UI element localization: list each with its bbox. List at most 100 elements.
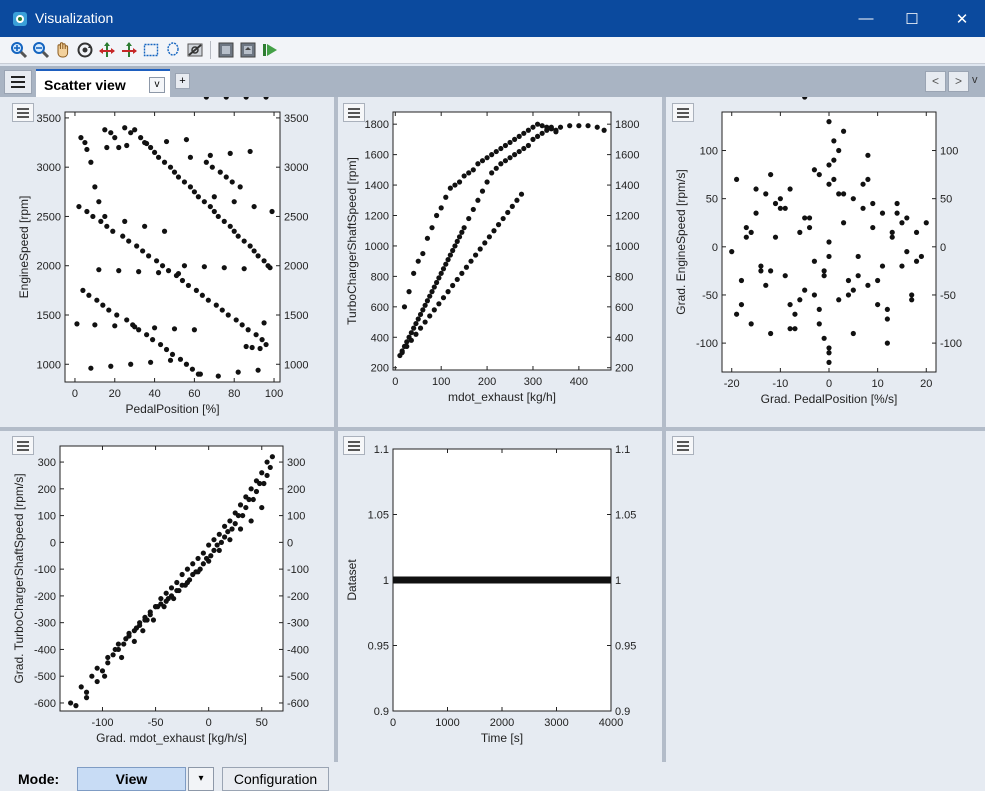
- data-point: [182, 582, 188, 588]
- data-point: [128, 130, 134, 136]
- panel-menu-icon[interactable]: [12, 103, 34, 122]
- data-point: [161, 159, 168, 165]
- y2-tick-label: -300: [287, 618, 309, 630]
- y-tick-label: 0: [50, 537, 56, 549]
- y2-tick-label: 1400: [615, 180, 639, 192]
- zoom-out-icon[interactable]: [31, 40, 51, 60]
- data-point: [181, 263, 188, 269]
- data-point: [447, 252, 453, 258]
- y-axis-label: TurboChargerShaftSpeed [rpm]: [345, 157, 359, 325]
- rotate-icon[interactable]: [75, 40, 95, 60]
- tab-scatter-view[interactable]: Scatter view v: [36, 69, 170, 97]
- data-point: [534, 133, 541, 139]
- data-point: [136, 269, 142, 275]
- data-point: [493, 148, 499, 155]
- horizontal-splitter[interactable]: [0, 427, 985, 431]
- configuration-button[interactable]: Configuration: [222, 767, 329, 791]
- data-point: [161, 604, 167, 610]
- y-tick-label: 50: [706, 194, 718, 206]
- close-button[interactable]: ✕: [955, 10, 969, 28]
- y-tick-label: 1000: [365, 241, 389, 253]
- y-tick-label: 2500: [37, 211, 61, 223]
- tab-next-button[interactable]: >: [948, 71, 969, 92]
- panel-menu-icon[interactable]: [343, 436, 365, 455]
- data-point: [601, 127, 607, 133]
- data-point: [826, 181, 832, 187]
- data-point: [811, 167, 818, 173]
- panel-menu-icon[interactable]: [343, 103, 365, 122]
- data-point: [94, 665, 100, 671]
- tab-prev-button[interactable]: <: [925, 71, 946, 92]
- data-point: [802, 97, 808, 100]
- data-point: [168, 585, 175, 591]
- data-point: [211, 547, 217, 553]
- data-point: [86, 292, 92, 298]
- move-axes-icon[interactable]: [97, 40, 117, 60]
- y2-tick-label: 1600: [615, 150, 639, 162]
- data-point: [218, 539, 225, 545]
- data-point: [80, 287, 86, 293]
- y-axis-label: EngineSpeed [rpm]: [17, 196, 31, 299]
- tab-dropdown-button[interactable]: v: [149, 77, 165, 93]
- data-point: [406, 289, 412, 295]
- data-point: [195, 371, 201, 377]
- export-icon[interactable]: [238, 40, 258, 60]
- data-point: [167, 164, 174, 170]
- data-point: [850, 330, 856, 337]
- data-point: [240, 512, 246, 519]
- data-point: [174, 587, 180, 594]
- minimize-button[interactable]: —: [858, 10, 874, 27]
- x-tick-label: -20: [724, 378, 740, 390]
- data-point: [216, 531, 222, 537]
- data-point: [118, 654, 125, 661]
- add-tab-button[interactable]: +: [175, 73, 190, 89]
- y-tick-label: -50: [702, 290, 718, 302]
- data-point: [213, 302, 219, 308]
- mode-select[interactable]: View: [77, 767, 186, 791]
- maximize-button[interactable]: ☐: [905, 10, 919, 28]
- panel-menu-icon[interactable]: [12, 436, 34, 455]
- data-point: [875, 301, 881, 308]
- vertical-splitter[interactable]: [334, 97, 338, 762]
- pan-hand-icon[interactable]: [53, 40, 73, 60]
- data-point: [105, 660, 111, 666]
- data-point: [126, 238, 132, 244]
- mode-label: Mode:: [18, 771, 60, 787]
- rectangle-select-icon[interactable]: [141, 40, 161, 60]
- data-point: [235, 512, 241, 519]
- data-point: [489, 152, 495, 158]
- data-point: [505, 209, 511, 216]
- data-point: [899, 220, 905, 226]
- data-point: [821, 268, 827, 274]
- data-point: [539, 130, 545, 136]
- data-point: [811, 292, 818, 298]
- data-point: [105, 654, 111, 661]
- tab-list-dropdown[interactable]: v: [972, 74, 978, 86]
- hide-icon[interactable]: [185, 40, 205, 60]
- panel-menu-icon[interactable]: [672, 103, 694, 122]
- move-axes-alt-icon[interactable]: [119, 40, 139, 60]
- hamburger-menu-icon[interactable]: [4, 70, 32, 94]
- data-point: [753, 210, 759, 216]
- data-point: [772, 234, 779, 240]
- data-point: [259, 470, 265, 476]
- mode-dropdown-button[interactable]: ▾: [188, 767, 214, 791]
- data-point: [509, 203, 515, 209]
- zoom-in-icon[interactable]: [9, 40, 29, 60]
- y2-tick-label: 100: [940, 146, 958, 158]
- play-icon[interactable]: [260, 40, 280, 60]
- data-point: [594, 124, 600, 130]
- data-point: [502, 158, 509, 164]
- x-tick-label: -50: [148, 717, 164, 729]
- data-point: [200, 561, 206, 567]
- lasso-select-icon[interactable]: [163, 40, 183, 60]
- data-point: [153, 258, 160, 264]
- vertical-splitter[interactable]: [662, 97, 666, 762]
- panel-menu-icon[interactable]: [672, 436, 694, 455]
- data-point: [165, 268, 172, 274]
- y-tick-label: 1400: [365, 180, 389, 192]
- data-point: [792, 326, 798, 332]
- data-point: [116, 268, 122, 274]
- copy-icon[interactable]: [216, 40, 236, 60]
